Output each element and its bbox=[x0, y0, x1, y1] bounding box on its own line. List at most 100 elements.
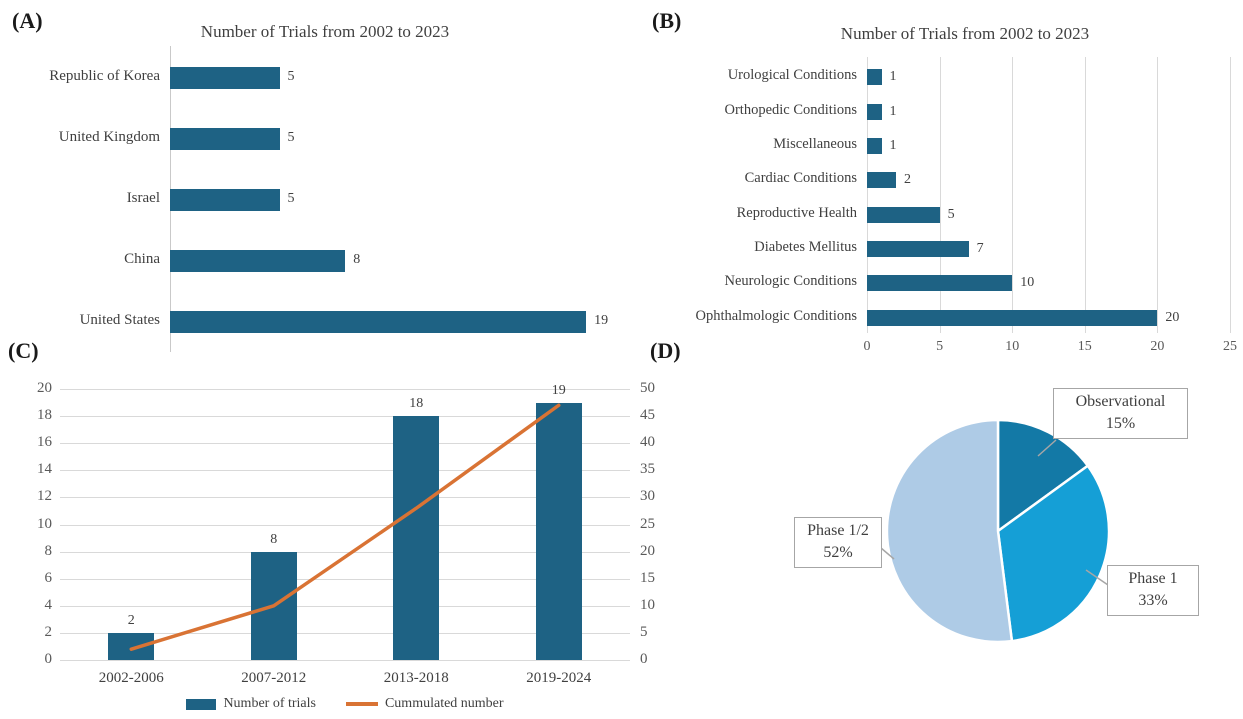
x-tick-label: 2019-2024 bbox=[526, 670, 592, 686]
bar bbox=[170, 249, 346, 272]
panel-a-letter: (A) bbox=[12, 8, 43, 33]
left-y-tick-label: 20 bbox=[37, 380, 52, 396]
category-label: Urological Conditions bbox=[727, 67, 857, 84]
left-y-tick-label: 16 bbox=[37, 434, 52, 451]
right-y-tick-label: 25 bbox=[640, 515, 655, 532]
right-y-tick-label: 40 bbox=[640, 434, 655, 451]
x-tick-label: 20 bbox=[1150, 339, 1165, 354]
x-tick-label: 5 bbox=[936, 339, 944, 354]
bar-value-label: 8 bbox=[270, 531, 278, 547]
right-y-tick-label: 50 bbox=[640, 380, 655, 396]
bar-value-label: 1 bbox=[889, 103, 897, 119]
bar bbox=[535, 402, 582, 660]
pie-pct-phase-1: 33% bbox=[1138, 592, 1168, 610]
bar bbox=[867, 206, 940, 223]
bar bbox=[867, 103, 882, 120]
right-y-tick-label: 35 bbox=[640, 461, 655, 478]
bar-series-label: Number of trials bbox=[223, 696, 316, 711]
pie-slice-phase-1-2 bbox=[885, 418, 1014, 644]
leader-phase-1 bbox=[1085, 569, 1109, 586]
bar bbox=[867, 241, 969, 258]
category-label: United States bbox=[79, 311, 160, 328]
left-y-tick-label: 12 bbox=[37, 488, 52, 505]
bar-value-label: 5 bbox=[287, 130, 295, 146]
left-y-tick-label: 2 bbox=[44, 623, 53, 640]
gridline bbox=[1230, 57, 1231, 333]
gridline bbox=[60, 389, 630, 390]
right-y-tick-label: 45 bbox=[640, 407, 655, 424]
x-tick-label: 0 bbox=[863, 339, 871, 354]
bar-value-label: 20 bbox=[1165, 309, 1180, 325]
left-y-tick-label: 18 bbox=[37, 407, 52, 424]
panel-b-letter: (B) bbox=[652, 8, 682, 33]
bar-value-label: 2 bbox=[127, 612, 135, 628]
bar-series-swatch bbox=[186, 698, 217, 710]
bar bbox=[867, 309, 1158, 326]
bar bbox=[170, 128, 280, 151]
bar bbox=[250, 551, 297, 660]
line-series-swatch bbox=[345, 702, 378, 706]
leader-observational bbox=[1037, 439, 1057, 457]
bar bbox=[867, 137, 882, 154]
panel-c-legend: Number of trials Cummulated number bbox=[60, 696, 630, 712]
gridline bbox=[1157, 57, 1159, 333]
panel-a-title: Number of Trials from 2002 to 2023 bbox=[200, 22, 450, 41]
callout-observational: Observational 15% bbox=[1053, 388, 1188, 439]
right-y-tick-label: 10 bbox=[640, 596, 655, 613]
pie-pct-phase-1-2: 52% bbox=[823, 544, 853, 562]
left-y-tick-label: 14 bbox=[37, 461, 52, 478]
category-label: Miscellaneous bbox=[773, 135, 857, 152]
category-label: Neurologic Conditions bbox=[724, 273, 857, 290]
gridline bbox=[867, 57, 868, 333]
bar-value-label: 5 bbox=[287, 69, 295, 85]
x-tick-label: 25 bbox=[1223, 339, 1237, 354]
pie-label-phase-1: Phase 1 bbox=[1128, 570, 1178, 587]
bar-value-label: 10 bbox=[1020, 275, 1035, 291]
bar bbox=[867, 172, 897, 189]
bar bbox=[170, 67, 280, 90]
x-tick-label: 2002-2006 bbox=[98, 670, 164, 686]
right-y-tick-label: 5 bbox=[640, 623, 648, 640]
category-label: Orthopedic Conditions bbox=[724, 101, 857, 118]
left-y-tick-label: 8 bbox=[44, 542, 53, 559]
bar-value-label: 1 bbox=[889, 137, 897, 153]
bar-value-label: 8 bbox=[353, 251, 361, 267]
panel-b-bar-chart: 0 5 10 15 20 25 Urological Conditions 1 Orthoped… bbox=[695, 57, 1237, 354]
pie-label-phase-1-2: Phase 1/2 bbox=[807, 522, 869, 539]
bar bbox=[108, 632, 155, 660]
category-label: Reproductive Health bbox=[736, 204, 857, 221]
bar bbox=[867, 69, 882, 86]
x-tick-label: 15 bbox=[1077, 339, 1092, 354]
bar-value-label: 2 bbox=[904, 172, 912, 188]
legend-item-line: Cummulated number bbox=[345, 696, 504, 712]
pie-pct-observational: 15% bbox=[1105, 415, 1136, 433]
left-y-tick-label: 4 bbox=[44, 596, 53, 613]
x-tick-label: 2013-2018 bbox=[383, 670, 449, 686]
pie-chart bbox=[880, 418, 1111, 644]
bar-value-label: 19 bbox=[594, 312, 609, 328]
category-label: Cardiac Conditions bbox=[744, 170, 857, 187]
leader-phase-1-2 bbox=[880, 547, 895, 560]
left-y-tick-label: 0 bbox=[44, 651, 53, 667]
category-label: Ophthalmologic Conditions bbox=[695, 307, 857, 324]
gridline bbox=[60, 660, 630, 661]
bar-value-label: 18 bbox=[409, 396, 424, 412]
line-series-label: Cummulated number bbox=[384, 696, 504, 711]
pie-label-observational: Observational bbox=[1075, 393, 1166, 410]
bar-value-label: 5 bbox=[947, 206, 955, 222]
panel-c-combo-chart: 0 2 4 6 8 10 12 14 16 18 20 0 5 10 15 20 25 30 35 40 45 50 2 20… bbox=[0, 370, 700, 700]
callout-phase-1-2: Phase 1/2 52% bbox=[794, 517, 882, 568]
panel-b-title: Number of Trials from 2002 to 2023 bbox=[840, 24, 1090, 43]
pie-slice-observational bbox=[996, 418, 1090, 533]
legend-item-bars: Number of trials bbox=[186, 696, 316, 712]
bar bbox=[170, 189, 280, 211]
x-tick-label: 10 bbox=[1005, 339, 1020, 354]
bar-value-label: 1 bbox=[889, 69, 897, 85]
left-y-tick-label: 10 bbox=[37, 515, 52, 532]
bar-value-label: 7 bbox=[976, 241, 984, 257]
category-label: Israel bbox=[126, 190, 160, 206]
right-y-tick-label: 20 bbox=[640, 542, 655, 559]
right-y-tick-label: 15 bbox=[640, 569, 655, 586]
gridline bbox=[939, 57, 941, 333]
